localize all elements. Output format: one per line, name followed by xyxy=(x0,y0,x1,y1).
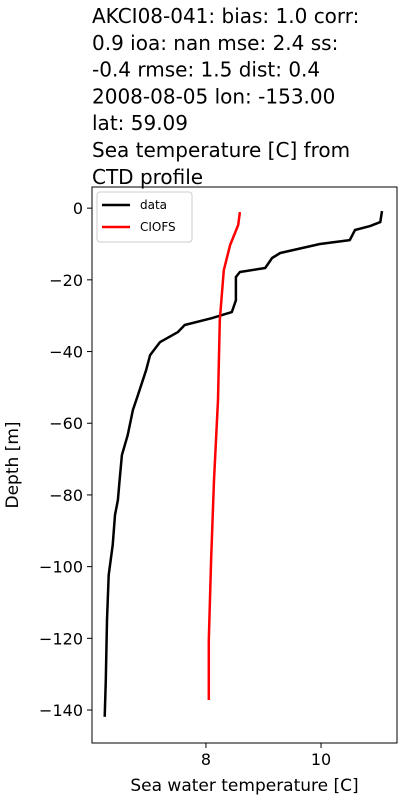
chart-title: -0.4 rmse: 1.5 dist: 0.4 xyxy=(92,58,320,82)
y-tick-label: −140 xyxy=(39,701,83,720)
chart-title: 0.9 ioa: nan mse: 2.4 ss: xyxy=(92,31,338,55)
chart-title: Sea temperature [C] from xyxy=(92,138,350,162)
chart-title: 2008-08-05 lon: -153.00 xyxy=(92,84,335,108)
plot-frame xyxy=(91,186,398,744)
y-tick-label: −40 xyxy=(49,343,83,362)
chart-title: CTD profile xyxy=(92,165,203,189)
legend-label: CIOFS xyxy=(140,220,176,234)
y-tick-label: −80 xyxy=(49,486,83,505)
chart-title: AKCI08-041: bias: 1.0 corr: xyxy=(92,4,359,28)
x-tick-label: 10 xyxy=(311,750,331,769)
y-tick-label: −60 xyxy=(49,414,83,433)
y-axis-label: Depth [m] xyxy=(3,421,23,508)
y-tick-label: −20 xyxy=(49,271,83,290)
x-tick-label: 8 xyxy=(201,750,211,769)
series-line xyxy=(207,211,242,700)
x-axis-label: Sea water temperature [C] xyxy=(130,776,358,796)
y-tick-label: 0 xyxy=(73,199,83,218)
series-line xyxy=(103,210,384,717)
y-tick-label: −120 xyxy=(39,629,83,648)
chart-title: lat: 59.09 xyxy=(92,111,188,135)
y-tick-label: −100 xyxy=(39,558,83,577)
legend-label: data xyxy=(140,198,167,212)
